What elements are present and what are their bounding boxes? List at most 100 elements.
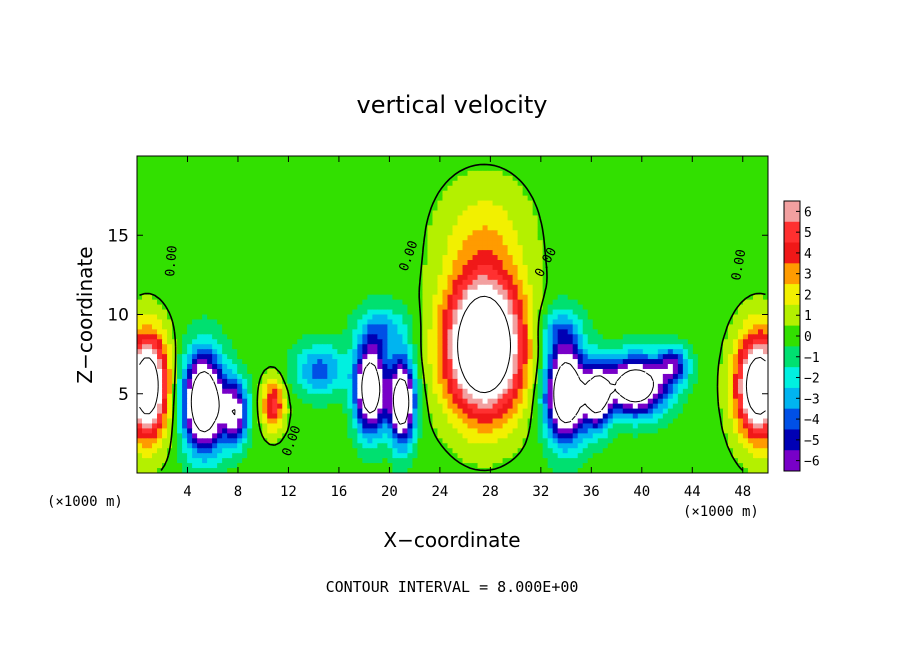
heatmap-cell	[702, 210, 709, 217]
heatmap-cell	[167, 250, 173, 256]
heatmap-cell	[692, 156, 699, 162]
heatmap-cell	[517, 180, 524, 187]
heatmap-cell	[577, 215, 584, 221]
heatmap-cell	[757, 180, 764, 187]
heatmap-cell	[347, 175, 353, 182]
heatmap-cell	[557, 235, 564, 241]
heatmap-cell	[752, 245, 759, 251]
heatmap-cell	[452, 245, 459, 251]
heatmap-cell	[402, 225, 409, 231]
heatmap-cell	[407, 294, 414, 301]
heatmap-cell	[652, 284, 659, 291]
heatmap-cell	[702, 170, 709, 177]
heatmap-cell	[697, 339, 704, 345]
heatmap-cell	[357, 329, 363, 335]
heatmap-cell	[267, 240, 273, 246]
heatmap-cell	[292, 319, 298, 325]
heatmap-cell	[242, 215, 248, 221]
heatmap-cell	[522, 195, 529, 202]
heatmap-cell	[457, 210, 464, 217]
heatmap-cell	[412, 314, 419, 321]
heatmap-cell	[712, 269, 719, 276]
heatmap-cell	[317, 220, 323, 226]
heatmap-cell	[152, 289, 158, 296]
heatmap-cell	[267, 170, 273, 177]
heatmap-cell	[472, 344, 479, 350]
heatmap-cell	[207, 210, 213, 217]
heatmap-cell	[437, 225, 444, 231]
heatmap-cell	[557, 324, 564, 330]
heatmap-cell	[427, 160, 434, 167]
heatmap-cell	[352, 279, 358, 286]
heatmap-cell	[567, 170, 574, 177]
heatmap-cell	[682, 269, 689, 276]
heatmap-cell	[382, 260, 388, 266]
heatmap-cell	[197, 156, 203, 162]
heatmap-cell	[557, 220, 564, 226]
heatmap-cell	[487, 225, 494, 231]
heatmap-cell	[537, 225, 544, 231]
heatmap-cell	[467, 190, 474, 197]
heatmap-cell	[207, 165, 213, 172]
heatmap-cell	[662, 245, 669, 251]
heatmap-cell	[272, 269, 278, 276]
heatmap-cell	[607, 210, 614, 217]
heatmap-cell	[322, 299, 328, 306]
heatmap-cell	[447, 250, 454, 256]
heatmap-cell	[137, 185, 143, 192]
heatmap-cell	[572, 185, 579, 192]
heatmap-cell	[437, 264, 444, 271]
heatmap-cell	[447, 215, 454, 221]
heatmap-cell	[347, 264, 353, 271]
heatmap-cell	[422, 279, 429, 286]
heatmap-cell	[277, 344, 283, 350]
heatmap-cell	[297, 215, 303, 221]
heatmap-cell	[582, 294, 589, 301]
heatmap-cell	[362, 339, 368, 345]
heatmap-cell	[387, 225, 394, 231]
heatmap-cell	[242, 344, 248, 350]
heatmap-cell	[542, 215, 549, 221]
heatmap-cell	[747, 170, 754, 177]
heatmap-cell	[532, 269, 539, 276]
heatmap-cell	[172, 165, 178, 172]
heatmap-cell	[242, 250, 248, 256]
heatmap-cell	[352, 195, 358, 202]
heatmap-cell	[412, 160, 419, 167]
heatmap-cell	[377, 180, 383, 187]
heatmap-cell	[382, 195, 388, 202]
heatmap-cell	[227, 269, 233, 276]
heatmap-cell	[422, 165, 429, 172]
heatmap-cell	[572, 180, 579, 187]
heatmap-cell	[627, 240, 634, 246]
heatmap-cell	[197, 339, 203, 345]
heatmap-cell	[502, 255, 509, 261]
heatmap-cell	[212, 255, 218, 261]
heatmap-cell	[567, 175, 574, 182]
heatmap-cell	[722, 165, 729, 172]
heatmap-cell	[697, 215, 704, 221]
heatmap-cell	[372, 200, 378, 207]
heatmap-cell	[512, 349, 519, 355]
heatmap-cell	[157, 344, 163, 350]
heatmap-cell	[352, 339, 358, 345]
heatmap-cell	[502, 215, 509, 221]
heatmap-cell	[577, 180, 584, 187]
heatmap-cell	[282, 230, 288, 236]
heatmap-cell	[707, 170, 714, 177]
heatmap-cell	[762, 170, 768, 177]
heatmap-cell	[307, 329, 313, 335]
heatmap-cell	[567, 240, 574, 246]
heatmap-cell	[337, 160, 343, 167]
heatmap-cell	[232, 240, 238, 246]
heatmap-cell	[437, 269, 444, 276]
heatmap-cell	[427, 279, 434, 286]
heatmap-cell	[492, 279, 499, 286]
heatmap-cell	[637, 269, 644, 276]
heatmap-cell	[382, 215, 388, 221]
heatmap-cell	[402, 304, 409, 311]
heatmap-cell	[237, 344, 243, 350]
heatmap-cell	[297, 185, 303, 192]
heatmap-cell	[462, 245, 469, 251]
heatmap-cell	[742, 334, 749, 340]
